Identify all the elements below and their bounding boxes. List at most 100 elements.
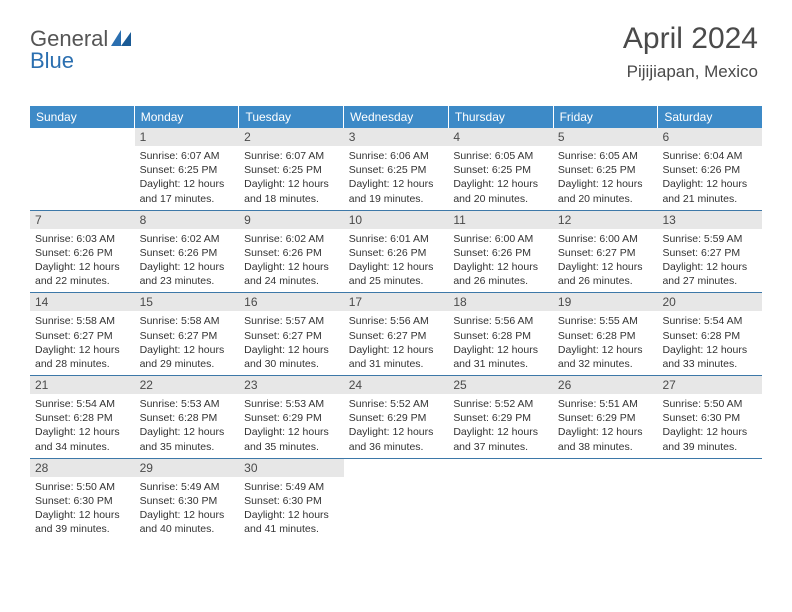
cell-content: Sunrise: 5:53 AMSunset: 6:29 PMDaylight:…	[239, 394, 344, 458]
cell-content: Sunrise: 5:54 AMSunset: 6:28 PMDaylight:…	[30, 394, 135, 458]
calendar-cell: 22Sunrise: 5:53 AMSunset: 6:28 PMDayligh…	[135, 376, 240, 458]
sunset-line: Sunset: 6:29 PM	[558, 411, 653, 425]
day-number: 23	[239, 376, 344, 394]
calendar-cell: 23Sunrise: 5:53 AMSunset: 6:29 PMDayligh…	[239, 376, 344, 458]
sunrise-line: Sunrise: 5:56 AM	[349, 314, 444, 328]
sunset-line: Sunset: 6:26 PM	[453, 246, 548, 260]
sunrise-line: Sunrise: 6:02 AM	[244, 232, 339, 246]
cell-content: Sunrise: 5:50 AMSunset: 6:30 PMDaylight:…	[30, 477, 135, 541]
sunset-line: Sunset: 6:26 PM	[244, 246, 339, 260]
day-number: 24	[344, 376, 449, 394]
calendar-week-row: 1Sunrise: 6:07 AMSunset: 6:25 PMDaylight…	[30, 128, 762, 211]
day-number: 2	[239, 128, 344, 146]
calendar-cell: 15Sunrise: 5:58 AMSunset: 6:27 PMDayligh…	[135, 293, 240, 375]
daylight-line: Daylight: 12 hours and 31 minutes.	[453, 343, 548, 371]
sunrise-line: Sunrise: 6:03 AM	[35, 232, 130, 246]
sunrise-line: Sunrise: 6:07 AM	[140, 149, 235, 163]
cell-content: Sunrise: 5:49 AMSunset: 6:30 PMDaylight:…	[239, 477, 344, 541]
cell-content	[344, 477, 449, 484]
sunrise-line: Sunrise: 5:49 AM	[140, 480, 235, 494]
daylight-line: Daylight: 12 hours and 39 minutes.	[35, 508, 130, 536]
sunset-line: Sunset: 6:25 PM	[558, 163, 653, 177]
sunset-line: Sunset: 6:29 PM	[244, 411, 339, 425]
daylight-line: Daylight: 12 hours and 26 minutes.	[453, 260, 548, 288]
calendar-week-row: 28Sunrise: 5:50 AMSunset: 6:30 PMDayligh…	[30, 459, 762, 541]
day-number: 18	[448, 293, 553, 311]
calendar-cell: 5Sunrise: 6:05 AMSunset: 6:25 PMDaylight…	[553, 128, 658, 210]
daylight-line: Daylight: 12 hours and 37 minutes.	[453, 425, 548, 453]
day-number	[448, 459, 553, 477]
daylight-line: Daylight: 12 hours and 27 minutes.	[662, 260, 757, 288]
sunset-line: Sunset: 6:27 PM	[244, 329, 339, 343]
daylight-line: Daylight: 12 hours and 30 minutes.	[244, 343, 339, 371]
daylight-line: Daylight: 12 hours and 29 minutes.	[140, 343, 235, 371]
calendar-cell: 30Sunrise: 5:49 AMSunset: 6:30 PMDayligh…	[239, 459, 344, 541]
cell-content: Sunrise: 6:07 AMSunset: 6:25 PMDaylight:…	[135, 146, 240, 210]
daylight-line: Daylight: 12 hours and 38 minutes.	[558, 425, 653, 453]
calendar-cell	[553, 459, 658, 541]
cell-content: Sunrise: 6:05 AMSunset: 6:25 PMDaylight:…	[448, 146, 553, 210]
daylight-line: Daylight: 12 hours and 36 minutes.	[349, 425, 444, 453]
daylight-line: Daylight: 12 hours and 28 minutes.	[35, 343, 130, 371]
day-number: 17	[344, 293, 449, 311]
sunset-line: Sunset: 6:27 PM	[349, 329, 444, 343]
sunrise-line: Sunrise: 5:53 AM	[244, 397, 339, 411]
sunrise-line: Sunrise: 6:01 AM	[349, 232, 444, 246]
daylight-line: Daylight: 12 hours and 23 minutes.	[140, 260, 235, 288]
daylight-line: Daylight: 12 hours and 34 minutes.	[35, 425, 130, 453]
sunset-line: Sunset: 6:25 PM	[349, 163, 444, 177]
cell-content: Sunrise: 5:54 AMSunset: 6:28 PMDaylight:…	[657, 311, 762, 375]
sunrise-line: Sunrise: 5:52 AM	[453, 397, 548, 411]
sunset-line: Sunset: 6:30 PM	[244, 494, 339, 508]
calendar-week-row: 21Sunrise: 5:54 AMSunset: 6:28 PMDayligh…	[30, 376, 762, 459]
daylight-line: Daylight: 12 hours and 17 minutes.	[140, 177, 235, 205]
cell-content: Sunrise: 5:57 AMSunset: 6:27 PMDaylight:…	[239, 311, 344, 375]
calendar-grid: SundayMondayTuesdayWednesdayThursdayFrid…	[30, 106, 762, 540]
daylight-line: Daylight: 12 hours and 21 minutes.	[662, 177, 757, 205]
cell-content: Sunrise: 5:52 AMSunset: 6:29 PMDaylight:…	[344, 394, 449, 458]
cell-content: Sunrise: 6:03 AMSunset: 6:26 PMDaylight:…	[30, 229, 135, 293]
sunset-line: Sunset: 6:25 PM	[244, 163, 339, 177]
calendar-cell: 13Sunrise: 5:59 AMSunset: 6:27 PMDayligh…	[657, 211, 762, 293]
sunrise-line: Sunrise: 5:54 AM	[662, 314, 757, 328]
cell-content: Sunrise: 5:53 AMSunset: 6:28 PMDaylight:…	[135, 394, 240, 458]
sunrise-line: Sunrise: 5:56 AM	[453, 314, 548, 328]
day-number: 27	[657, 376, 762, 394]
calendar-cell: 20Sunrise: 5:54 AMSunset: 6:28 PMDayligh…	[657, 293, 762, 375]
daylight-line: Daylight: 12 hours and 33 minutes.	[662, 343, 757, 371]
day-number	[657, 459, 762, 477]
sunrise-line: Sunrise: 5:54 AM	[35, 397, 130, 411]
calendar-cell: 2Sunrise: 6:07 AMSunset: 6:25 PMDaylight…	[239, 128, 344, 210]
sunrise-line: Sunrise: 5:55 AM	[558, 314, 653, 328]
weekday-header: Saturday	[657, 106, 762, 128]
day-number: 12	[553, 211, 658, 229]
cell-content: Sunrise: 5:58 AMSunset: 6:27 PMDaylight:…	[135, 311, 240, 375]
weekday-header: Friday	[553, 106, 658, 128]
daylight-line: Daylight: 12 hours and 22 minutes.	[35, 260, 130, 288]
daylight-line: Daylight: 12 hours and 40 minutes.	[140, 508, 235, 536]
sunset-line: Sunset: 6:27 PM	[140, 329, 235, 343]
calendar-cell: 12Sunrise: 6:00 AMSunset: 6:27 PMDayligh…	[553, 211, 658, 293]
cell-content: Sunrise: 5:56 AMSunset: 6:27 PMDaylight:…	[344, 311, 449, 375]
sunset-line: Sunset: 6:27 PM	[35, 329, 130, 343]
day-number: 1	[135, 128, 240, 146]
sunset-line: Sunset: 6:25 PM	[453, 163, 548, 177]
calendar-cell	[448, 459, 553, 541]
location-subtitle: Pijijiapan, Mexico	[623, 62, 758, 82]
calendar-cell: 7Sunrise: 6:03 AMSunset: 6:26 PMDaylight…	[30, 211, 135, 293]
day-number: 8	[135, 211, 240, 229]
day-number: 6	[657, 128, 762, 146]
day-number: 3	[344, 128, 449, 146]
sunrise-line: Sunrise: 6:00 AM	[558, 232, 653, 246]
sunrise-line: Sunrise: 5:58 AM	[140, 314, 235, 328]
calendar-cell: 8Sunrise: 6:02 AMSunset: 6:26 PMDaylight…	[135, 211, 240, 293]
sunset-line: Sunset: 6:26 PM	[349, 246, 444, 260]
weekday-header: Sunday	[30, 106, 134, 128]
calendar-cell: 6Sunrise: 6:04 AMSunset: 6:26 PMDaylight…	[657, 128, 762, 210]
calendar-cell: 1Sunrise: 6:07 AMSunset: 6:25 PMDaylight…	[135, 128, 240, 210]
day-number	[553, 459, 658, 477]
daylight-line: Daylight: 12 hours and 20 minutes.	[558, 177, 653, 205]
cell-content: Sunrise: 6:02 AMSunset: 6:26 PMDaylight:…	[135, 229, 240, 293]
calendar-cell	[30, 128, 135, 210]
sunset-line: Sunset: 6:30 PM	[662, 411, 757, 425]
